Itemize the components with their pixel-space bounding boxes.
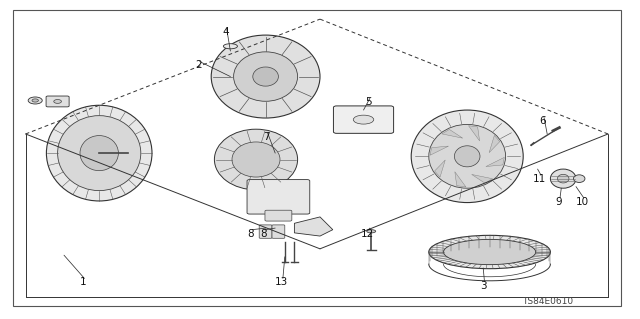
FancyBboxPatch shape [46,96,69,107]
FancyBboxPatch shape [247,180,310,214]
Ellipse shape [573,175,585,182]
Ellipse shape [214,129,298,190]
FancyBboxPatch shape [333,106,394,133]
Polygon shape [455,172,466,187]
Ellipse shape [80,136,118,171]
Text: 7: 7 [263,131,269,142]
Text: 8: 8 [260,228,267,239]
Polygon shape [442,130,463,138]
FancyBboxPatch shape [259,225,272,238]
Ellipse shape [429,124,506,188]
Ellipse shape [353,115,374,124]
Ellipse shape [28,97,42,104]
Ellipse shape [412,110,524,203]
Ellipse shape [232,142,280,177]
FancyBboxPatch shape [265,210,292,221]
Text: 12: 12 [361,228,374,239]
Ellipse shape [550,169,576,188]
Ellipse shape [444,239,536,265]
Ellipse shape [557,174,569,183]
Ellipse shape [32,99,38,102]
Text: TS84E0610: TS84E0610 [522,297,573,306]
Text: 2: 2 [195,60,202,70]
Text: 6: 6 [540,116,546,126]
Text: 10: 10 [576,197,589,207]
Text: 1: 1 [80,277,86,287]
Text: 5: 5 [365,97,372,107]
Polygon shape [489,136,500,152]
Ellipse shape [223,44,237,49]
Text: 4: 4 [222,27,228,37]
FancyBboxPatch shape [272,225,285,238]
Text: 11: 11 [533,174,546,184]
Ellipse shape [234,52,298,101]
Ellipse shape [429,235,550,269]
Ellipse shape [367,230,376,233]
Polygon shape [294,217,333,236]
Ellipse shape [253,67,278,86]
Polygon shape [468,126,479,141]
Polygon shape [435,160,445,177]
Text: 8: 8 [248,228,254,239]
Ellipse shape [58,116,141,190]
Text: 9: 9 [556,197,562,207]
Polygon shape [430,146,449,155]
Polygon shape [472,174,493,183]
Ellipse shape [454,146,480,167]
Ellipse shape [211,35,320,118]
Text: 13: 13 [275,277,288,287]
Polygon shape [486,157,504,167]
Ellipse shape [46,105,152,201]
Text: 3: 3 [480,280,486,291]
Ellipse shape [54,100,61,103]
